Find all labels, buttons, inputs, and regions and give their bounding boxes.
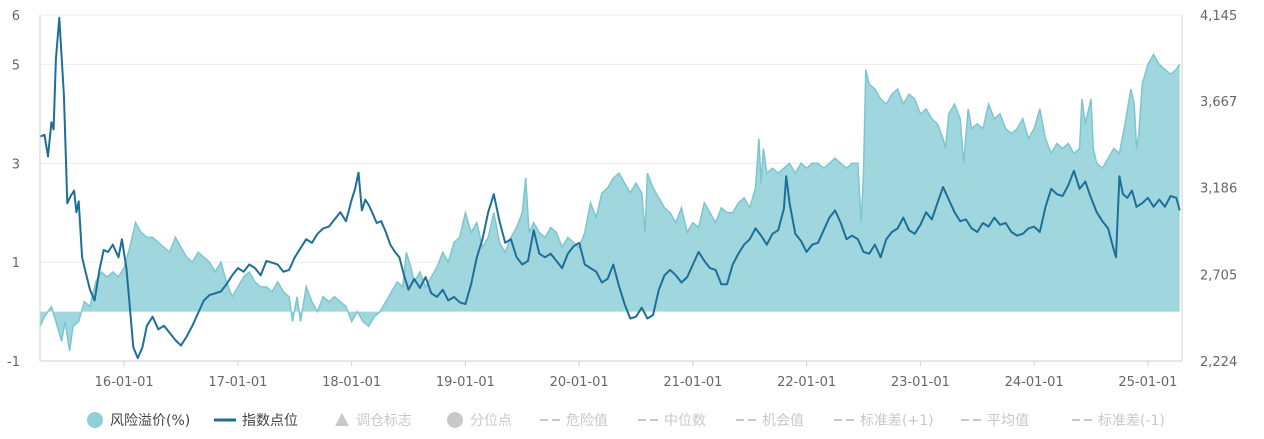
- legend-label: 中位数: [664, 413, 706, 429]
- x-tick-label: 25-01-01: [1118, 375, 1177, 390]
- legend-item[interactable]: 平均值: [961, 409, 1029, 431]
- legend-item[interactable]: 分位点: [446, 409, 512, 431]
- triangle-legend-icon: [335, 413, 349, 426]
- circle-legend-icon: [87, 412, 103, 428]
- legend-label: 机会值: [762, 413, 804, 429]
- x-tick-label: 23-01-01: [891, 375, 950, 390]
- dash-legend-icon: [638, 419, 658, 421]
- legend-label: 风险溢价(%): [110, 413, 191, 429]
- left-tick-label: -1: [7, 355, 20, 370]
- index-line: [39, 16, 1181, 360]
- left-tick-label: 5: [12, 58, 20, 73]
- right-tick-label: 2,224: [1200, 355, 1237, 370]
- x-tick-label: 22-01-01: [777, 375, 836, 390]
- legend-label: 分位点: [470, 413, 512, 429]
- legend-item[interactable]: 指数点位: [214, 409, 298, 431]
- x-tick-label: 19-01-01: [436, 375, 495, 390]
- right-tick-label: 4,145: [1200, 9, 1237, 24]
- dash-legend-icon: [736, 419, 756, 421]
- legend-item[interactable]: 机会值: [736, 409, 804, 431]
- dash-legend-icon: [1072, 419, 1092, 421]
- legend-label: 危险值: [566, 413, 608, 429]
- x-tick-label: 17-01-01: [208, 375, 267, 390]
- dash-legend-icon: [961, 419, 981, 421]
- dash-legend-icon: [834, 419, 854, 421]
- left-tick-label: 1: [12, 256, 20, 271]
- legend-label: 平均值: [987, 413, 1029, 429]
- x-tick-label: 16-01-01: [95, 375, 154, 390]
- legend-item[interactable]: 危险值: [540, 409, 608, 431]
- legend-item[interactable]: 调仓标志: [334, 409, 412, 431]
- legend-item[interactable]: 风险溢价(%): [86, 409, 190, 431]
- legend-item[interactable]: 标准差(+1): [834, 409, 934, 431]
- legend-item[interactable]: 中位数: [638, 409, 706, 431]
- left-tick-label: 6: [12, 9, 20, 24]
- legend: 风险溢价(%) 指数点位 调仓标志 分位点 危险值 中位数 机会值 标准差(+1) 平均值 标准差…: [0, 405, 1264, 435]
- legend-label: 标准差(+1): [860, 413, 934, 429]
- x-tick-label: 21-01-01: [663, 375, 722, 390]
- left-tick-label: 3: [12, 157, 20, 172]
- line-legend-icon: [214, 418, 236, 422]
- right-tick-label: 2,705: [1200, 268, 1237, 283]
- circle-legend-icon: [447, 412, 463, 428]
- risk-premium-line: [39, 52, 1181, 352]
- x-tick-label: 20-01-01: [550, 375, 609, 390]
- right-tick-label: 3,667: [1200, 95, 1237, 110]
- risk-premium-chart: 6 5 3 1 -1 4,145 3,667 3,186 2,705 2,224 16-01-01 1…: [7, 9, 1237, 390]
- right-tick-label: 3,186: [1200, 182, 1237, 197]
- legend-label: 标准差(-1): [1098, 413, 1165, 429]
- x-tick-label: 18-01-01: [322, 375, 381, 390]
- legend-item[interactable]: 标准差(-1): [1072, 409, 1165, 431]
- legend-label: 调仓标志: [356, 413, 412, 429]
- risk-premium-area: [40, 54, 1180, 352]
- x-tick-label: 24-01-01: [1005, 375, 1064, 390]
- legend-label: 指数点位: [242, 413, 298, 429]
- dash-legend-icon: [540, 419, 560, 421]
